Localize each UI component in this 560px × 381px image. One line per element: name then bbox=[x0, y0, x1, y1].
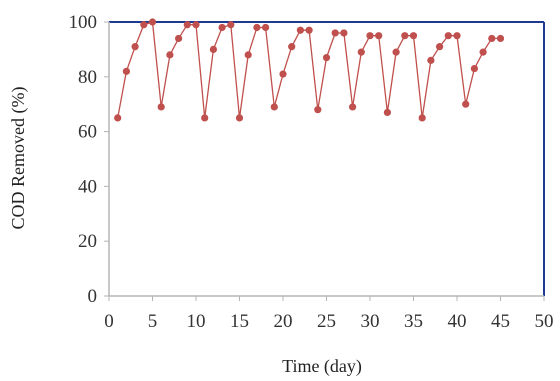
data-point bbox=[357, 48, 365, 56]
data-point bbox=[314, 106, 322, 114]
data-point bbox=[383, 108, 391, 117]
y-axis-title: COD Removed (%) bbox=[8, 87, 29, 230]
data-point bbox=[322, 54, 331, 62]
x-axis-ticks: 0 5 10 15 20 25 30 35 40 45 50 bbox=[104, 296, 554, 332]
x-axis-title: Time (day) bbox=[282, 356, 362, 377]
data-point bbox=[148, 18, 157, 26]
data-point bbox=[305, 26, 313, 34]
x-tick-label: 5 bbox=[148, 311, 158, 332]
x-tick-label: 20 bbox=[274, 311, 293, 332]
data-point bbox=[192, 21, 200, 29]
y-tick-label: 80 bbox=[78, 67, 97, 88]
data-point bbox=[279, 70, 287, 78]
data-point bbox=[262, 23, 270, 32]
data-point bbox=[166, 51, 174, 59]
data-point bbox=[131, 43, 139, 51]
data-point bbox=[488, 34, 496, 43]
x-tick-label: 50 bbox=[535, 311, 554, 332]
y-axis-ticks: 0 20 40 60 80 100 bbox=[69, 12, 109, 307]
x-tick-label: 30 bbox=[361, 311, 380, 332]
data-point bbox=[157, 103, 165, 111]
data-point bbox=[296, 26, 304, 34]
data-point bbox=[114, 114, 122, 122]
data-point bbox=[418, 114, 426, 122]
x-tick-label: 10 bbox=[187, 311, 206, 332]
data-point bbox=[409, 32, 418, 40]
data-point bbox=[201, 114, 209, 122]
data-point bbox=[140, 21, 148, 29]
series-line bbox=[117, 21, 501, 119]
data-point bbox=[331, 29, 339, 37]
data-point bbox=[270, 103, 278, 111]
series-group bbox=[114, 18, 505, 122]
data-point bbox=[401, 32, 409, 40]
x-tick-label: 45 bbox=[491, 311, 510, 332]
x-tick-label: 35 bbox=[404, 311, 423, 332]
y-tick-label: 20 bbox=[78, 231, 97, 252]
data-point bbox=[366, 32, 374, 40]
data-point bbox=[349, 103, 357, 111]
data-point bbox=[218, 23, 226, 32]
data-point bbox=[183, 21, 191, 29]
data-point bbox=[122, 67, 130, 75]
x-tick-label: 0 bbox=[104, 311, 114, 332]
data-point bbox=[462, 100, 470, 108]
y-tick-label: 100 bbox=[69, 12, 98, 33]
data-point bbox=[244, 51, 252, 59]
x-tick-label: 15 bbox=[230, 311, 249, 332]
data-point bbox=[392, 48, 400, 56]
y-tick-label: 0 bbox=[88, 286, 98, 307]
data-point bbox=[436, 43, 444, 51]
data-point bbox=[427, 56, 435, 64]
data-point bbox=[496, 34, 505, 43]
x-tick-label: 40 bbox=[448, 311, 467, 332]
data-point bbox=[444, 32, 452, 40]
x-tick-label: 25 bbox=[317, 311, 336, 332]
plot-frame bbox=[108, 21, 545, 297]
y-tick-label: 40 bbox=[78, 176, 97, 197]
y-tick-label: 60 bbox=[78, 122, 97, 143]
data-point bbox=[479, 48, 487, 56]
data-point bbox=[175, 34, 183, 43]
data-point bbox=[340, 29, 348, 37]
data-point bbox=[470, 64, 478, 73]
data-point bbox=[453, 32, 461, 40]
data-point bbox=[288, 43, 296, 51]
data-point bbox=[209, 45, 217, 54]
data-point bbox=[253, 23, 261, 32]
data-point bbox=[227, 21, 235, 29]
data-point bbox=[375, 32, 383, 40]
data-point bbox=[235, 114, 244, 122]
